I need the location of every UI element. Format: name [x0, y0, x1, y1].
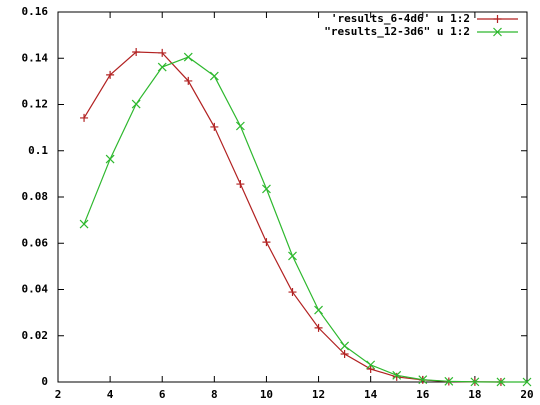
- data-point: [131, 99, 141, 109]
- data-point: [444, 376, 454, 386]
- x-tick-label: 4: [107, 388, 114, 401]
- x-tick-label: 14: [364, 388, 378, 401]
- data-point: [470, 377, 480, 387]
- data-point: [262, 238, 271, 247]
- data-point: [522, 377, 532, 387]
- y-tick-label: 0.14: [22, 51, 49, 64]
- data-point: [392, 370, 402, 380]
- legend-marker: [493, 15, 502, 23]
- data-point: [262, 184, 271, 194]
- series-line: [83, 51, 501, 383]
- data-point: [184, 76, 193, 85]
- x-tick-label: 20: [520, 388, 533, 401]
- series-line: [83, 56, 528, 383]
- y-tick-label: 0.02: [22, 329, 49, 342]
- y-tick-label: 0.06: [22, 236, 49, 249]
- data-point: [106, 70, 115, 79]
- data-point: [80, 113, 89, 122]
- x-tick-label: 6: [159, 388, 166, 401]
- y-tick-label: 0.1: [28, 144, 48, 157]
- x-tick-label: 10: [260, 388, 273, 401]
- y-tick-label: 0.16: [22, 5, 49, 18]
- data-point: [340, 350, 349, 359]
- legend-label: "results_12-3d6" u 1:2: [324, 25, 470, 38]
- x-tick-label: 12: [312, 388, 325, 401]
- data-point: [366, 360, 376, 370]
- data-point: [183, 52, 193, 62]
- data-point: [209, 71, 219, 81]
- data-point: [157, 62, 167, 72]
- legend-label: 'results_6-4d6' u 1:2: [331, 12, 470, 25]
- data-point: [236, 180, 245, 189]
- x-tick-label: 16: [416, 388, 430, 401]
- data-point: [314, 305, 323, 315]
- data-point: [79, 219, 89, 229]
- data-point: [418, 375, 428, 385]
- data-point: [288, 288, 297, 297]
- data-point: [158, 48, 167, 57]
- data-point: [105, 154, 115, 164]
- data-point: [340, 341, 350, 351]
- y-tick-label: 0.04: [22, 283, 49, 296]
- x-tick-label: 8: [211, 388, 218, 401]
- data-point: [235, 121, 245, 131]
- y-tick-label: 0: [41, 375, 48, 388]
- plot-frame: [57, 11, 528, 383]
- data-point: [366, 365, 375, 374]
- x-tick-label: 2: [55, 388, 62, 401]
- y-tick-label: 0.12: [22, 98, 49, 111]
- data-point: [288, 251, 297, 261]
- data-point: [210, 122, 219, 131]
- data-point: [496, 377, 506, 387]
- legend-marker: [493, 27, 502, 37]
- y-tick-label: 0.08: [22, 190, 49, 203]
- data-point: [314, 323, 323, 332]
- x-tick-label: 18: [468, 388, 481, 401]
- data-point: [392, 372, 401, 381]
- data-point: [132, 48, 141, 57]
